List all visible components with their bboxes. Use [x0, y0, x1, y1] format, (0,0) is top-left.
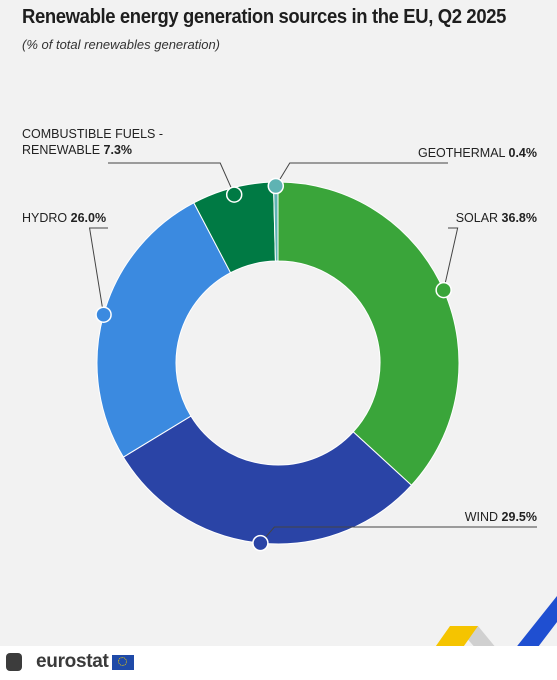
leader-lines [88, 162, 537, 552]
slice-label: HYDRO 26.0% [22, 211, 106, 225]
eurostat-logo-icon [6, 653, 22, 671]
slice-marker [435, 281, 452, 299]
slice-marker [252, 534, 269, 552]
eurostat-logo: eurostat [6, 649, 134, 675]
chart-title: Renewable energy generation sources in t… [22, 5, 507, 28]
leader-line [108, 162, 235, 195]
slice-label: RENEWABLE 7.3% [22, 143, 132, 157]
slice-marker [95, 306, 112, 323]
leader-line [275, 162, 448, 187]
slice-label: SOLAR 36.8% [456, 211, 537, 225]
footer-band [0, 646, 557, 680]
slice-marker [225, 186, 243, 203]
leader-line [443, 227, 459, 291]
slice-marker [267, 177, 285, 195]
donut-slices [96, 181, 460, 545]
chart-subtitle: (% of total renewables generation) [22, 37, 221, 52]
donut-slice-hydro [96, 202, 232, 458]
slice-label: COMBUSTIBLE FUELS - [22, 127, 163, 141]
slice-labels: SOLAR 36.8% WIND 29.5% HYDRO 26.0% COMBUSTI… [22, 127, 537, 524]
slice-label: GEOTHERMAL 0.4% [418, 146, 537, 160]
slice-label: WIND 29.5% [465, 510, 537, 524]
brand-name: eurostat [36, 651, 109, 672]
eu-flag-icon [111, 654, 134, 670]
donut-slice-solar [277, 181, 460, 486]
donut-slice-wind [122, 415, 413, 545]
leader-line [88, 227, 108, 315]
